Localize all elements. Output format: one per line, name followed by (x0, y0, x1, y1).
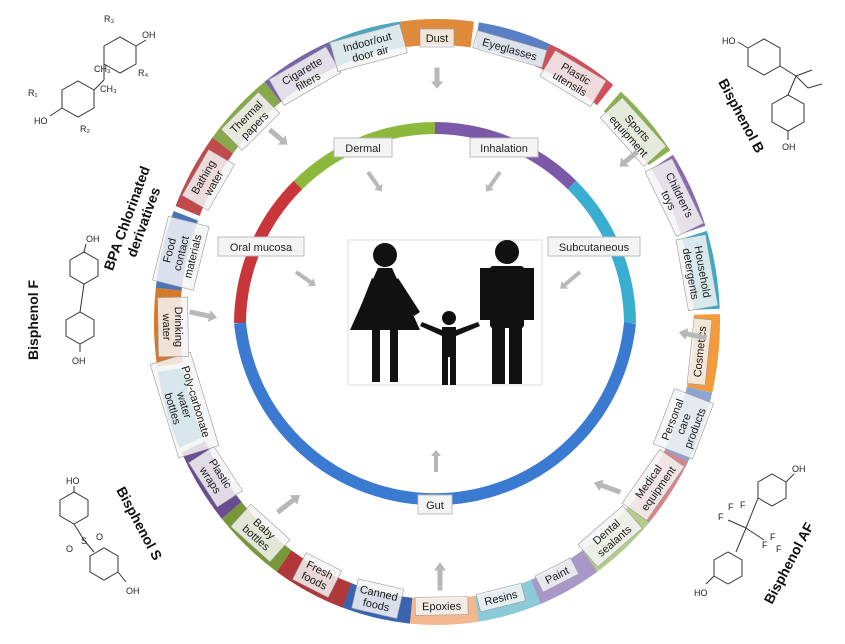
svg-text:OH: OH (792, 464, 806, 474)
source-label: Dust (419, 28, 455, 48)
svg-text:Dermal: Dermal (345, 143, 380, 155)
arrow-bottom (434, 562, 446, 591)
arrow-bottom-left (276, 494, 300, 515)
svg-text:R₁: R₁ (28, 88, 38, 98)
compound-label-bisphenol-f: Bisphenol F (25, 279, 41, 360)
child-figure (420, 311, 480, 385)
source-label: Plasticwraps (188, 445, 243, 508)
source-label: Sportsequipment (599, 97, 667, 167)
svg-text:F: F (776, 544, 782, 554)
svg-text:OH: OH (86, 234, 100, 244)
route-label-inhalation: Inhalation (469, 137, 539, 158)
arrow-top-left (268, 127, 288, 145)
compound-label-bisphenol-af: Bisphenol AF (761, 519, 817, 606)
woman-figure (350, 243, 420, 382)
arrow-top (430, 67, 444, 89)
svg-text:CH₃: CH₃ (94, 64, 111, 74)
svg-text:R₄: R₄ (138, 68, 148, 78)
route-label-oral-mucosa: Oral mucosa (217, 236, 305, 257)
source-label-text: Epoxies (422, 601, 462, 614)
svg-text:OH: OH (142, 30, 156, 40)
svg-text:OH: OH (72, 356, 86, 366)
svg-text:F: F (770, 532, 776, 542)
family-pictogram (347, 239, 543, 386)
exposure-source-ring: Dust EyeglassesPlasticutensilsSportsequip… (149, 19, 721, 625)
bisphenol-b-structure (737, 38, 823, 140)
arrow-top-right (619, 149, 639, 167)
bisphenol-b-structure-labels: HO OH (722, 36, 796, 152)
svg-text:F: F (740, 500, 746, 510)
arrow-bottom-right (593, 479, 622, 495)
svg-text:Subcutaneous: Subcutaneous (559, 242, 630, 254)
source-label: Cigarettefilters (268, 46, 342, 106)
source-label: Foodcontactmaterials (152, 216, 210, 291)
svg-text:HO: HO (694, 588, 708, 598)
source-label-text: Dust (426, 33, 449, 45)
svg-text:R₂: R₂ (80, 124, 90, 134)
source-label: Indoor/outdoor air (329, 23, 408, 72)
route-label-dermal: Dermal (333, 137, 393, 158)
svg-text:HO: HO (34, 116, 48, 126)
svg-text:OH: OH (126, 586, 140, 596)
svg-text:Inhalation: Inhalation (480, 143, 528, 155)
svg-text:HO: HO (722, 36, 736, 46)
compound-label-bisphenol-s: Bisphenol S (113, 484, 165, 563)
svg-text:F: F (762, 540, 768, 550)
svg-text:F: F (728, 502, 734, 512)
compound-label-bisphenol-b: Bisphenol B (715, 76, 767, 156)
source-label: Resins (475, 582, 526, 613)
route-label-subcutaneous: Subcutaneous (547, 236, 641, 257)
svg-text:R₃: R₃ (104, 14, 114, 24)
svg-text:CH₃: CH₃ (100, 84, 117, 94)
man-figure (480, 240, 534, 384)
svg-text:Gut: Gut (426, 500, 444, 512)
bpa-chlorinated-structure-labels: R₁ HO R₂ R₃ OH R₄ CH₃ CH₃ (28, 14, 156, 134)
bpa-chlorinated-structure (49, 36, 147, 118)
svg-text:O: O (96, 532, 103, 542)
svg-text:S: S (81, 536, 87, 546)
svg-text:F: F (718, 512, 724, 522)
bisphenol-s-structure (59, 486, 127, 583)
source-label: Epoxies (414, 596, 469, 616)
svg-text:OH: OH (782, 142, 796, 152)
source-label: Cannedfoods (351, 578, 404, 619)
source-label: Plasticutensils (539, 50, 607, 108)
source-label: Personalcareproducts (652, 388, 715, 460)
source-label: Paint (534, 557, 580, 593)
source-label: Householddetergents (675, 234, 719, 312)
bisphenol-f-structure-labels: OH OH (72, 234, 100, 366)
svg-text:HO: HO (66, 476, 80, 486)
bisphenol-f-structure (65, 243, 99, 352)
arrow-left (188, 309, 218, 322)
bisphenol-s-structure-labels: HO S O O OH (66, 476, 140, 596)
svg-text:Oral mucosa: Oral mucosa (230, 242, 293, 254)
svg-text:O: O (66, 544, 73, 554)
bisphenol-af-structure-labels: OH HO F F F F F F (694, 464, 806, 598)
arrows-outer (188, 67, 708, 591)
arrows-inner (294, 170, 582, 472)
source-label-text: Drinkingwater (160, 307, 185, 348)
source-label: Poly-carbonatewaterbottles (149, 351, 220, 459)
bisphenol-af-structure (705, 473, 795, 585)
source-label: Drinkingwater (157, 296, 189, 358)
arrow-right (678, 328, 708, 341)
route-label-gut: Gut (417, 494, 453, 515)
